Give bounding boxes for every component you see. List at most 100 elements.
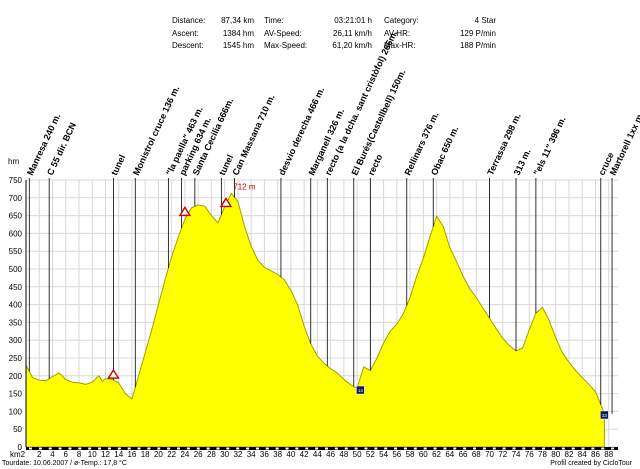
waypoint-label: Martorell 1xx m. <box>608 111 640 177</box>
y-tick-label: 650 <box>9 212 23 221</box>
waypoint-label: recto <box>366 152 385 177</box>
x-tick-label: 4 <box>50 450 55 459</box>
x-tick-label: 48 <box>339 450 348 459</box>
x-axis-bar-gap <box>78 447 82 450</box>
waypoint-label: 313 m. <box>512 147 533 177</box>
x-tick-label: 20 <box>154 450 163 459</box>
stat-value: 1545 hm <box>222 41 254 50</box>
x-axis-bar-gap <box>473 447 476 450</box>
x-axis-bar-gap <box>611 447 615 450</box>
x-axis-bar-gap <box>453 447 457 450</box>
y-tick-label: 0 <box>18 443 23 452</box>
x-tick-label: 8 <box>77 450 82 459</box>
x-tick-label: 32 <box>233 450 242 459</box>
x-axis-bar-gap <box>315 447 319 450</box>
warning-icon <box>107 368 120 379</box>
x-tick-label: 88 <box>604 450 613 459</box>
stat-label: Max-Speed: <box>264 41 308 50</box>
profile-area <box>25 192 605 448</box>
waypoint-box <box>356 385 365 395</box>
x-tick-label: 16 <box>127 450 136 459</box>
waypoint-label: "els 11" 396 m. <box>532 115 568 177</box>
stat-max-hr: Max-HR: 188 P/min <box>384 41 496 51</box>
x-axis-bar-gap <box>137 447 141 450</box>
x-axis-bar-gap <box>492 447 496 450</box>
x-axis-bar-gap <box>127 447 131 450</box>
stat-distance: Distance: 87,34 km <box>172 16 272 26</box>
x-tick-label: 60 <box>419 450 428 459</box>
x-tick-label: 14 <box>114 450 123 459</box>
x-axis-bar-gap <box>551 447 555 450</box>
x-tick-label: 78 <box>538 450 547 459</box>
waypoint-box-label: 14 <box>358 388 364 393</box>
x-axis-bar-gap <box>413 447 417 450</box>
x-axis-bar-gap <box>443 447 447 450</box>
x-tick-label: 68 <box>472 450 481 459</box>
stat-value: 129 P/min <box>459 29 496 38</box>
x-axis-bar-gap <box>354 447 358 450</box>
x-tick-label: 12 <box>101 450 110 459</box>
x-axis-bar-gap <box>512 447 516 450</box>
x-tick-label: 38 <box>273 450 282 459</box>
x-tick-label: 50 <box>353 450 362 459</box>
x-tick-label: 56 <box>392 450 401 459</box>
x-axis-bar-gap <box>305 447 309 450</box>
x-axis-bar-gap <box>107 447 111 450</box>
stat-value: 4 Star <box>474 16 496 25</box>
x-tick-label: 18 <box>141 450 150 459</box>
x-axis-bar-gap <box>344 447 348 450</box>
stat-label: Time: <box>264 16 284 25</box>
y-tick-label: 750 <box>9 176 23 185</box>
x-axis-bar-gap <box>265 447 269 450</box>
x-axis-bar-gap <box>68 447 72 450</box>
x-axis-bar-gap <box>275 447 279 450</box>
x-axis-bar-gap <box>384 447 388 450</box>
x-axis-bar-gap <box>482 447 486 450</box>
x-axis-bar-gap <box>58 447 62 450</box>
waypoint-label: Can Massana 710 m. <box>230 93 276 177</box>
stat-max-speed: Max-Speed: 61,20 km/h <box>264 41 372 51</box>
stat-value: 26,11 km/h <box>333 29 372 38</box>
stat-category: Category: 4 Star <box>384 16 496 26</box>
y-tick-label: 700 <box>9 194 23 203</box>
x-axis-bar-gap <box>186 447 190 450</box>
x-axis-bar-gap <box>147 447 151 450</box>
x-tick-label: 84 <box>578 450 587 459</box>
x-axis-bar-gap <box>394 447 398 450</box>
x-axis-bar-gap <box>591 447 595 450</box>
stat-label: Descent: <box>172 41 204 50</box>
stat-value: 1384 hm <box>222 29 254 38</box>
x-tick-label: 2 <box>37 450 42 459</box>
y-tick-label: 50 <box>13 425 22 434</box>
stat-label: Category: <box>384 16 419 25</box>
x-axis-bar <box>26 447 618 450</box>
y-tick-label: 250 <box>9 354 23 363</box>
x-axis-bar-gap <box>571 447 575 450</box>
x-tick-label: 64 <box>445 450 454 459</box>
x-tick-label: 42 <box>300 450 309 459</box>
x-axis-bar-gap <box>532 447 536 450</box>
x-axis-bar-gap <box>403 447 407 450</box>
x-tick-label: 44 <box>313 450 322 459</box>
x-tick-label: 26 <box>194 450 203 459</box>
x-tick-label: 70 <box>485 450 494 459</box>
x-axis-bar-gap <box>561 447 565 450</box>
y-tick-label: 550 <box>9 247 23 256</box>
footer-left: Tourdate: 10.06.2007 / ø-Temp.: 17,8 °C <box>2 460 127 467</box>
stat-av-speed: AV-Speed: 26,11 km/h <box>264 29 372 39</box>
x-axis-bar-gap <box>463 447 467 450</box>
x-axis-bar-gap <box>216 447 220 450</box>
x-axis-bar-gap <box>374 447 378 450</box>
x-axis-bar-gap <box>157 447 161 450</box>
x-axis-bar-gap <box>117 447 121 450</box>
x-axis-bar-gap <box>285 447 289 450</box>
peak-label: 712 m <box>233 183 256 192</box>
stat-value: 03:21:01 h <box>334 16 372 25</box>
stat-label: Distance: <box>172 16 206 25</box>
x-tick-label: 10 <box>88 450 97 459</box>
x-axis-bar-gap <box>433 447 437 450</box>
stat-value: 87,34 km <box>221 16 254 25</box>
stat-label: AV-HR: <box>384 29 411 38</box>
x-axis-bar-gap <box>522 447 526 450</box>
profile-area-group <box>25 192 605 448</box>
